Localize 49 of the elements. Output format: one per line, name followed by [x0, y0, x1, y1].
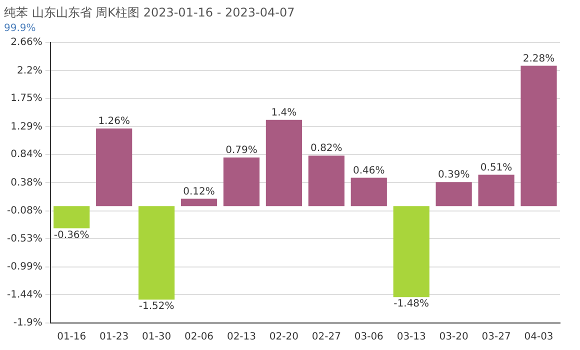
data-label: 1.26%	[98, 116, 130, 128]
y-tick-label: 0.84%	[10, 148, 42, 160]
x-tick-label: 03-13	[396, 332, 426, 343]
data-label: 0.79%	[226, 145, 258, 156]
data-label: 1.4%	[271, 108, 297, 119]
bar	[266, 120, 302, 206]
y-tick-label: 2.2%	[16, 65, 42, 76]
y-tick-label: 2.66%	[10, 36, 42, 48]
bar	[180, 198, 218, 206]
x-tick-label: 01-23	[100, 332, 129, 343]
bar	[393, 206, 430, 298]
data-label: 0.51%	[480, 162, 512, 174]
chart-subtitle: 99.9%	[4, 22, 36, 34]
x-tick-label: 04-03	[524, 332, 554, 343]
y-tick-label: -0.99%	[6, 262, 42, 273]
x-tick-label: 02-06	[184, 332, 214, 343]
data-label: -1.48%	[394, 298, 430, 310]
data-label: 0.12%	[183, 186, 215, 198]
data-label: -1.52%	[138, 301, 174, 312]
y-tick-label: -1.44%	[6, 289, 42, 300]
y-tick-label: 1.29%	[10, 121, 42, 132]
y-tick-label: 1.75%	[10, 92, 42, 104]
x-tick-label: 02-20	[269, 332, 298, 343]
x-tick-label: 01-30	[142, 332, 172, 343]
bar	[478, 174, 514, 206]
bar	[350, 178, 387, 206]
x-tick-label: 03-06	[354, 332, 384, 343]
y-tick-label: -0.53%	[6, 233, 42, 244]
x-tick-label: 02-27	[312, 332, 341, 343]
bar	[520, 66, 557, 206]
chart-title: 纯苯 山东山东省 周K柱图 2023-01-16 - 2023-04-07	[4, 5, 295, 20]
x-tick-label: 03-20	[439, 332, 468, 343]
bar	[308, 156, 344, 206]
bar	[223, 157, 260, 206]
bar	[54, 206, 90, 228]
data-label: -0.36%	[54, 230, 90, 241]
y-tick-label: 0.38%	[10, 177, 42, 188]
data-label: 0.82%	[310, 143, 342, 154]
y-tick-label: -1.9%	[13, 318, 42, 329]
y-tick-label: -0.08%	[6, 206, 42, 217]
data-label: 2.28%	[522, 53, 555, 64]
bar	[96, 128, 132, 206]
data-label: 0.39%	[438, 170, 470, 181]
x-tick-label: 03-27	[482, 332, 511, 343]
x-tick-label: 01-16	[57, 332, 86, 343]
data-label: 0.46%	[353, 165, 385, 176]
x-tick-label: 02-13	[226, 332, 256, 343]
bar	[138, 206, 175, 300]
bar	[436, 182, 472, 206]
